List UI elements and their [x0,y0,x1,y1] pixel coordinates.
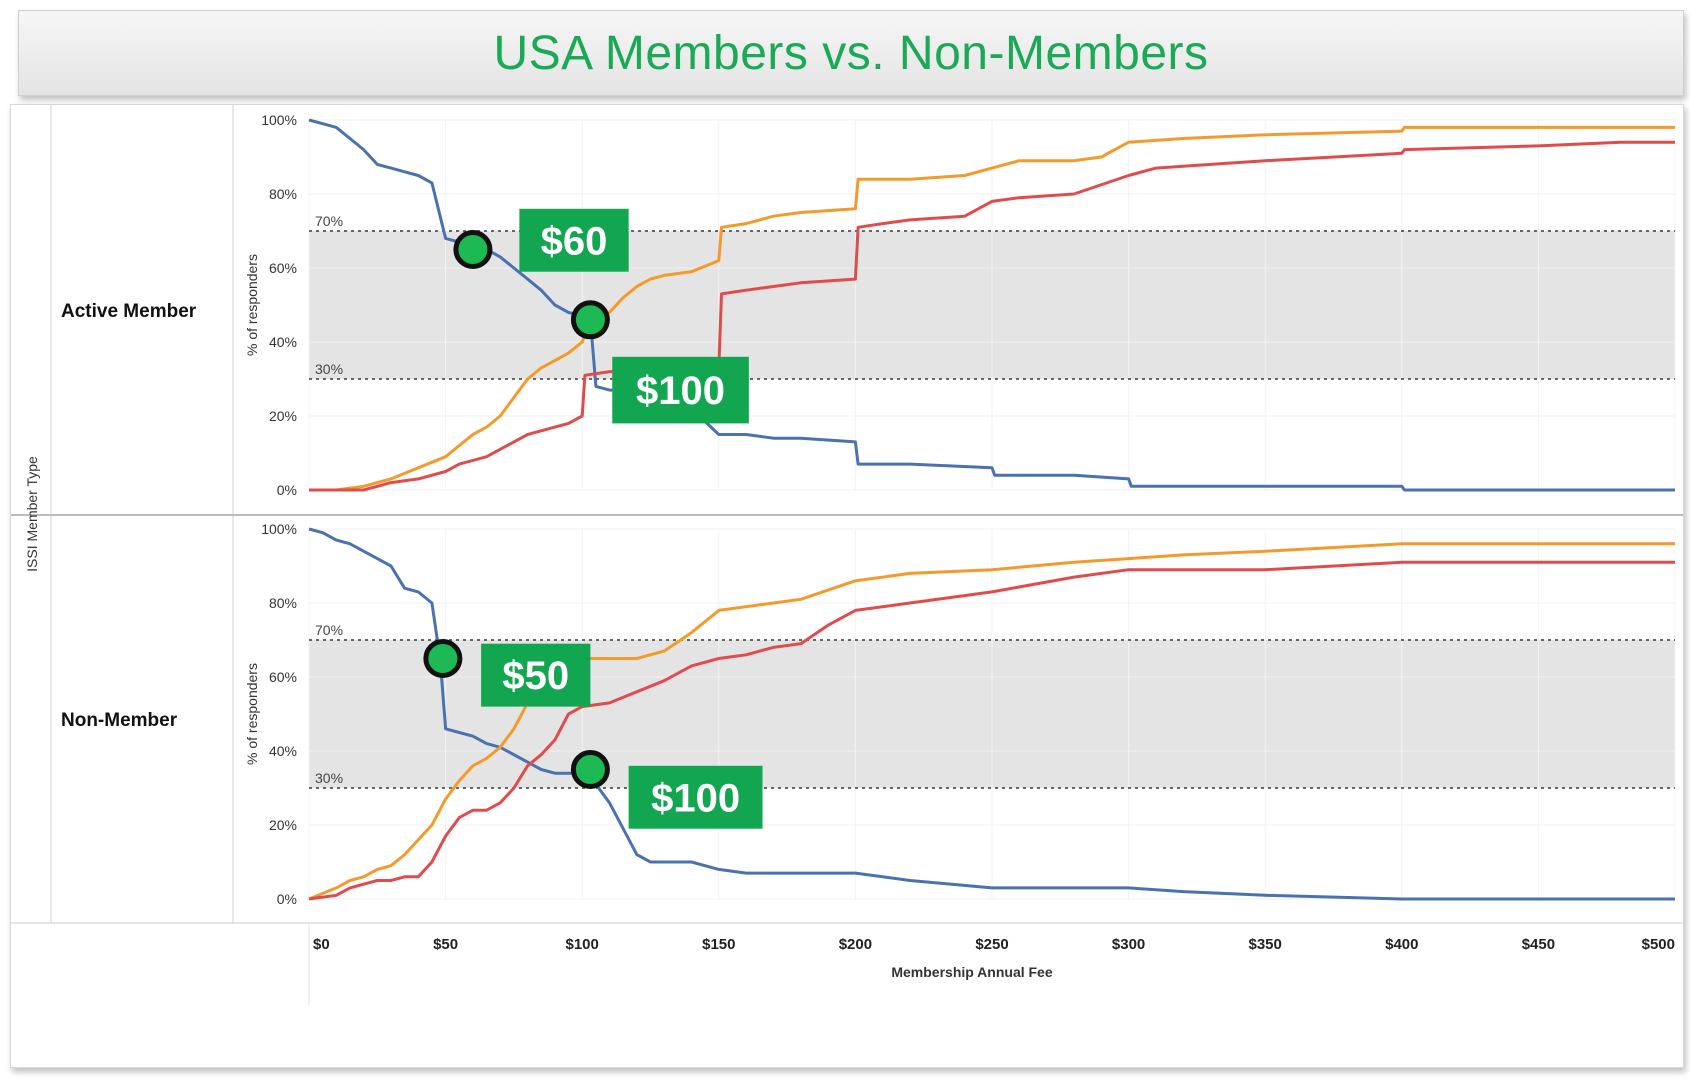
x-tick-label: $50 [433,936,458,953]
price-callout [481,643,591,707]
row-axis-title: ISSI Member Type [24,456,40,572]
reference-line-label: 30% [315,361,343,377]
chart-svg: ISSI Member Type 0% 20% 40% 60% 80% 100% 70% 30%… [11,105,1683,1005]
x-tick-label: $0 [313,936,330,953]
x-tick-label: $150 [702,936,735,953]
intersection-marker [423,639,463,678]
row-label: Active Member [61,301,197,322]
series-line [308,118,1675,492]
y-tick-label: 40% [269,334,297,350]
y-tick-label: 40% [269,743,297,759]
price-callout [519,208,629,272]
price-callout [628,765,763,829]
chart-title-bar: USA Members vs. Non-Members [18,10,1684,96]
series-line [308,560,1675,901]
reference-line-label: 30% [315,770,343,786]
price-callout-label: $100 [651,776,740,820]
y-axis-title: % of responders [244,254,260,356]
y-tick-label: 20% [269,817,297,833]
price-callout [612,356,749,424]
chart-title: USA Members vs. Non-Members [493,26,1209,80]
reference-line-label: 70% [315,213,343,229]
series-line [309,125,1675,492]
x-tick-label: $300 [1112,936,1145,953]
x-tick-label: $500 [1642,936,1675,953]
chart-panel: ISSI Member Type 0% 20% 40% 60% 80% 100% 70% 30%… [10,104,1684,1068]
reference-line-label: 70% [315,622,343,638]
row-label: Non-Member [61,710,178,731]
y-axis-title: % of responders [244,663,260,765]
intersection-marker [453,230,493,269]
intersection-marker [570,300,610,340]
x-axis-title: Membership Annual Fee [891,964,1053,980]
x-tick-label: $100 [566,936,599,953]
x-tick-label: $350 [1249,936,1282,953]
y-tick-label: 60% [269,260,297,276]
x-tick-label: $250 [975,936,1008,953]
x-tick-label: $400 [1385,936,1418,953]
y-tick-label: 80% [269,186,297,202]
y-tick-label: 0% [277,482,297,498]
price-callout-label: $60 [541,219,608,263]
y-tick-label: 60% [269,669,297,685]
y-tick-label: 80% [269,595,297,611]
x-tick-label: $200 [839,936,872,953]
y-tick-label: 100% [261,112,297,128]
x-tick-label: $450 [1522,936,1555,953]
intersection-marker [570,750,610,789]
y-tick-label: 100% [261,521,297,537]
y-tick-label: 0% [277,891,297,907]
price-callout-label: $50 [502,654,569,698]
price-callout-label: $100 [636,369,725,413]
y-tick-label: 20% [269,408,297,424]
